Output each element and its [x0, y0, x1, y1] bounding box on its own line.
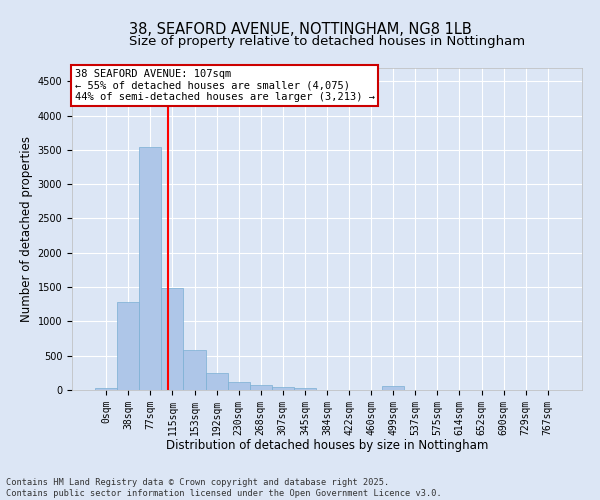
Y-axis label: Number of detached properties: Number of detached properties [20, 136, 34, 322]
Bar [95, 388, 117, 390]
Text: 38 SEAFORD AVENUE: 107sqm
← 55% of detached houses are smaller (4,075)
44% of se: 38 SEAFORD AVENUE: 107sqm ← 55% of detac… [74, 69, 374, 102]
Bar [161, 288, 184, 390]
Bar [206, 373, 227, 390]
Bar [184, 350, 206, 390]
Bar [250, 385, 272, 390]
Bar [272, 388, 294, 390]
Title: Size of property relative to detached houses in Nottingham: Size of property relative to detached ho… [129, 36, 525, 49]
Bar [294, 388, 316, 390]
X-axis label: Distribution of detached houses by size in Nottingham: Distribution of detached houses by size … [166, 439, 488, 452]
Bar [382, 386, 404, 390]
Text: 38, SEAFORD AVENUE, NOTTINGHAM, NG8 1LB: 38, SEAFORD AVENUE, NOTTINGHAM, NG8 1LB [128, 22, 472, 38]
Bar [139, 147, 161, 390]
Text: Contains HM Land Registry data © Crown copyright and database right 2025.
Contai: Contains HM Land Registry data © Crown c… [6, 478, 442, 498]
Bar [227, 382, 250, 390]
Bar [117, 302, 139, 390]
